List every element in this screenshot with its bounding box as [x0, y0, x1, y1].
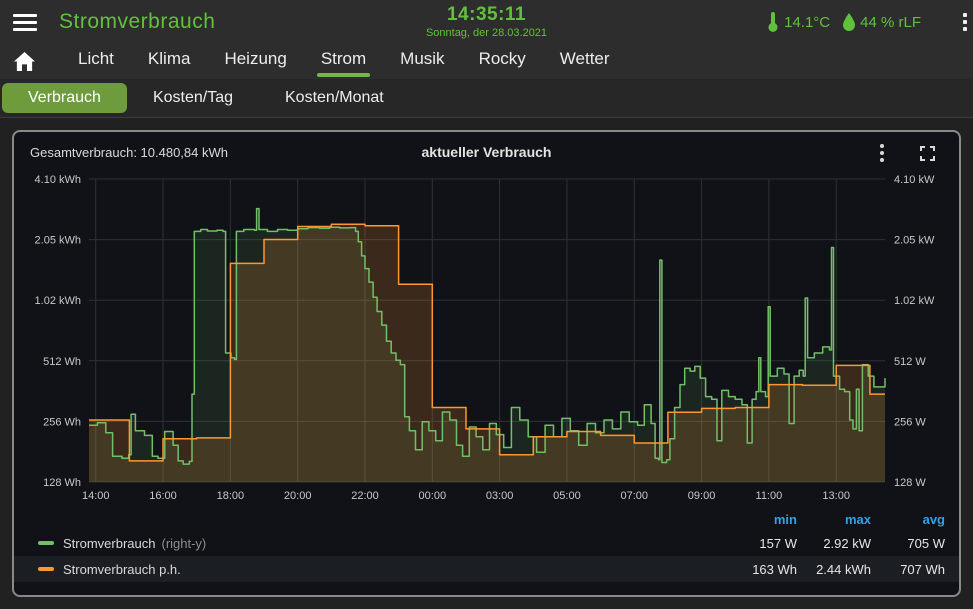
- legend-row: Stromverbrauch (right-y) 157 W 2.92 kW 705 W: [14, 530, 959, 556]
- x-axis-label: 20:00: [284, 490, 312, 502]
- tab-heizung[interactable]: Heizung: [224, 48, 287, 68]
- x-axis-label: 18:00: [217, 490, 245, 502]
- x-axis-label: 07:00: [620, 490, 648, 502]
- current-time: 14:35:11: [446, 4, 527, 25]
- legend-swatch: [38, 567, 54, 571]
- menu-icon[interactable]: [13, 13, 37, 31]
- y-axis-left-label: 128 Wh: [43, 477, 81, 489]
- chart-panel: Gesamtverbrauch: 10.480,84 kWh aktueller…: [12, 130, 961, 597]
- chart-legend: min max avg Stromverbrauch (right-y) 157 W…: [14, 508, 959, 582]
- legend-stat-avg: 705 W: [907, 535, 945, 551]
- top-bar: Stromverbrauch 14:35:11 Sonntag, der 28.…: [0, 0, 973, 44]
- y-axis-right-label: 2.05 kW: [894, 235, 935, 247]
- x-axis-label: 09:00: [688, 490, 716, 502]
- panel-header: Gesamtverbrauch: 10.480,84 kWh aktueller…: [14, 132, 959, 168]
- legend-series-name[interactable]: Stromverbrauch: [63, 535, 156, 551]
- y-axis-right-label: 512 W: [894, 356, 926, 368]
- series-line: [89, 207, 886, 465]
- legend-col-max[interactable]: max: [844, 511, 871, 527]
- thermometer-icon: [766, 12, 780, 32]
- home-icon[interactable]: [13, 51, 36, 72]
- legend-series-axis-note: (right-y): [161, 535, 207, 551]
- legend-series-name[interactable]: Stromverbrauch p.h.: [63, 561, 181, 577]
- kebab-menu-icon[interactable]: [957, 9, 973, 35]
- temperature-value: 14.1°C: [784, 13, 831, 31]
- y-axis-right-label: 4.10 kW: [894, 174, 935, 186]
- tab-licht[interactable]: Licht: [78, 48, 114, 68]
- clock: 14:35:11 Sonntag, der 28.03.2021: [426, 4, 547, 39]
- legend-stat-max: 2.44 kWh: [816, 561, 871, 577]
- legend-stat-min: 157 W: [759, 535, 797, 551]
- subtab-verbrauch[interactable]: Verbrauch: [2, 83, 127, 113]
- sub-nav: Verbrauch Kosten/Tag Kosten/Monat: [0, 79, 973, 118]
- legend-stat-max: 2.92 kW: [823, 535, 871, 551]
- x-axis-label: 13:00: [822, 490, 850, 502]
- series-fill: [89, 208, 885, 482]
- y-axis-right-label: 256 W: [894, 416, 926, 428]
- humidity-value: 44 % rLF: [860, 13, 921, 31]
- legend-col-min[interactable]: min: [773, 511, 797, 527]
- legend-swatch: [38, 541, 54, 545]
- fullscreen-icon[interactable]: [920, 145, 935, 161]
- y-axis-left-label: 256 Wh: [43, 416, 81, 428]
- x-axis-label: 03:00: [486, 490, 514, 502]
- legend-row: Stromverbrauch p.h. 163 Wh 2.44 kWh 707 Wh: [14, 556, 959, 582]
- subtab-kosten-tag[interactable]: Kosten/Tag: [152, 89, 233, 106]
- main-nav: Licht Klima Heizung Strom Musik Rocky Wetter: [0, 44, 973, 79]
- tab-klima[interactable]: Klima: [147, 48, 191, 68]
- consumption-chart[interactable]: 4.10 kWh 4.10 kW 2.05 kWh 2.05 kW 1.02 kWh 1.…: [14, 168, 959, 506]
- current-date: Sonntag, der 28.03.2021: [425, 27, 548, 39]
- legend-stat-min: 163 Wh: [752, 561, 797, 577]
- page-title: Stromverbrauch: [59, 10, 216, 33]
- panel-title[interactable]: aktueller Verbrauch: [421, 144, 552, 160]
- y-axis-left-label: 1.02 kWh: [35, 295, 81, 307]
- y-axis-right-label: 1.02 kW: [894, 295, 935, 307]
- chart-svg[interactable]: 4.10 kWh 4.10 kW 2.05 kWh 2.05 kW 1.02 kWh 1.…: [14, 168, 959, 506]
- y-axis-left-label: 4.10 kWh: [35, 174, 81, 186]
- x-axis-label: 00:00: [419, 490, 447, 502]
- droplet-icon: [842, 12, 856, 32]
- tab-strom[interactable]: Strom: [316, 49, 371, 77]
- legend-col-avg[interactable]: avg: [922, 511, 945, 527]
- series-fill: [89, 224, 885, 483]
- subtab-kosten-monat[interactable]: Kosten/Monat: [285, 89, 384, 106]
- x-axis-label: 14:00: [82, 490, 110, 502]
- environment-readouts: 14.1°C 44 % rLF: [766, 12, 935, 32]
- x-axis-label: 05:00: [553, 490, 581, 502]
- tab-rocky[interactable]: Rocky: [478, 48, 526, 68]
- panel-kebab-menu-icon[interactable]: [876, 142, 888, 164]
- tab-musik[interactable]: Musik: [400, 48, 445, 68]
- x-axis-label: 16:00: [149, 490, 177, 502]
- tab-wetter[interactable]: Wetter: [559, 48, 610, 68]
- legend-header-row: min max avg: [14, 508, 959, 530]
- y-axis-right-label: 128 W: [894, 477, 926, 489]
- legend-stat-avg: 707 Wh: [900, 561, 945, 577]
- x-axis-label: 22:00: [351, 490, 379, 502]
- y-axis-left-label: 2.05 kWh: [35, 235, 81, 247]
- total-consumption-label: Gesamtverbrauch: 10.480,84 kWh: [30, 145, 228, 160]
- x-axis-label: 11:00: [756, 490, 783, 502]
- y-axis-left-label: 512 Wh: [43, 356, 81, 368]
- series-line: [89, 223, 885, 462]
